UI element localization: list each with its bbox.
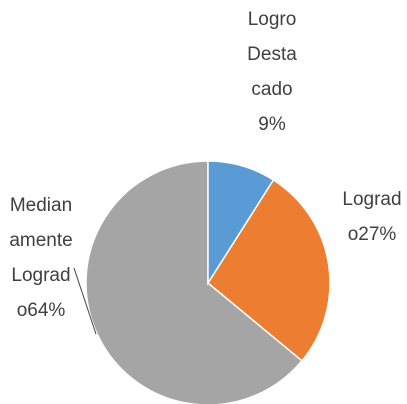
value-label: 27% (358, 224, 397, 245)
slice-label: Logro Destacado 9% (246, 2, 298, 142)
pie-slice (207, 178, 331, 362)
slice-label: Logrado27% (340, 182, 404, 252)
value-label: 9% (258, 114, 286, 135)
pie-slice (85, 160, 304, 404)
category-label: Logro Destacado (247, 9, 297, 100)
leader-line (73, 267, 97, 335)
value-label: 64% (27, 300, 66, 321)
pie-slice (207, 160, 275, 286)
category-label: Logrado (342, 189, 402, 245)
category-label: Medianamente Logrado (9, 195, 73, 321)
slice-label: Medianamente Logrado64% (8, 188, 74, 328)
